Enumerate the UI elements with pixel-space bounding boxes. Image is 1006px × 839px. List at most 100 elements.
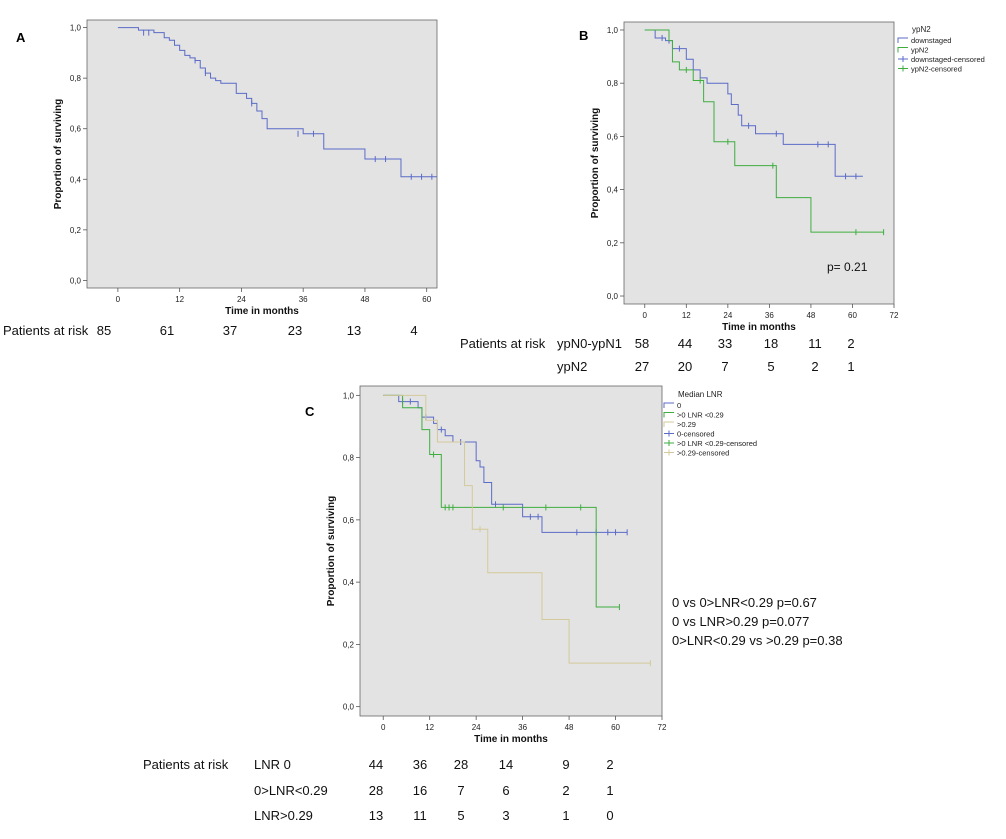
x-axis-title: Time in months [225, 306, 299, 317]
risk-count: 7 [721, 359, 728, 374]
panel-label: A [16, 30, 26, 45]
x-axis-title: Time in months [722, 322, 796, 333]
risk-count: 1 [847, 359, 854, 374]
x-tick-label: 24 [723, 311, 732, 320]
y-tick-label: 0,4 [343, 578, 355, 587]
y-tick-label: 0,4 [607, 186, 619, 195]
risk-count: 13 [369, 808, 383, 823]
risk-count: 61 [160, 323, 174, 338]
risk-row-name: ypN2 [557, 359, 587, 374]
risk-count: 5 [457, 808, 464, 823]
legend-entry: downstaged-censored [911, 55, 985, 64]
legend-entry: >0.29 [677, 420, 696, 429]
y-tick-label: 0,0 [70, 276, 82, 285]
risk-table-label: Patients at risk [3, 323, 89, 338]
x-tick-label: 48 [565, 723, 574, 732]
y-tick-label: 0,0 [607, 292, 619, 301]
risk-count: 28 [454, 757, 468, 772]
legend-swatch [663, 421, 674, 427]
y-tick-label: 1,0 [70, 24, 82, 33]
x-tick-label: 36 [299, 295, 308, 304]
plot-area [623, 21, 895, 305]
legend-swatch [663, 402, 674, 408]
x-tick-label: 12 [682, 311, 691, 320]
risk-count: 16 [413, 783, 427, 798]
risk-count: 4 [410, 323, 417, 338]
risk-count: 23 [288, 323, 302, 338]
legend-swatch [897, 47, 908, 53]
y-tick-label: 0,0 [343, 703, 355, 712]
x-tick-label: 48 [360, 295, 369, 304]
x-tick-label: 0 [116, 295, 121, 304]
risk-count: 5 [767, 359, 774, 374]
y-tick-label: 1,0 [607, 26, 619, 35]
y-axis-title: Proportion of surviving [590, 108, 601, 219]
risk-count: 33 [718, 336, 732, 351]
risk-count: 85 [97, 323, 111, 338]
p-value-annotation: p= 0.21 [827, 260, 868, 274]
legend-entry: >0 LNR <0.29-censored [677, 439, 757, 448]
comparison-annotation: 0>LNR<0.29 vs >0.29 p=0.38 [672, 633, 843, 648]
y-tick-label: 0,8 [343, 454, 355, 463]
legend-swatch [897, 37, 908, 43]
legend-title: ypN2 [912, 25, 931, 34]
legend-entry: 0-censored [677, 430, 715, 439]
km-curve-1 [383, 394, 620, 608]
legend-entry: downstaged [911, 36, 951, 45]
y-tick-label: 0,2 [343, 640, 355, 649]
panel-a: A 0,0 0,2 0,4 0,6 0,8 1,0 0 12 24 36 48 60 Time in mo… [3, 19, 438, 338]
y-tick-label: 1,0 [343, 391, 355, 400]
x-tick-label: 0 [643, 311, 648, 320]
risk-table-label: Patients at risk [143, 757, 229, 772]
y-tick-label: 0,6 [70, 125, 82, 134]
risk-count: 9 [562, 757, 569, 772]
x-tick-label: 72 [658, 723, 667, 732]
risk-count: 1 [606, 783, 613, 798]
legend-entry: ypN2 [911, 46, 929, 55]
y-tick-label: 0,6 [607, 132, 619, 141]
y-tick-label: 0,8 [70, 74, 82, 83]
risk-count: 7 [457, 783, 464, 798]
risk-count: 1 [562, 808, 569, 823]
risk-count: 6 [502, 783, 509, 798]
risk-count: 44 [369, 757, 383, 772]
panel-label: B [579, 28, 588, 43]
legend-entry: >0 LNR <0.29 [677, 411, 724, 420]
risk-count: 18 [764, 336, 778, 351]
risk-table-label: Patients at risk [460, 336, 546, 351]
risk-row-name: LNR>0.29 [254, 808, 313, 823]
x-axis-title: Time in months [474, 734, 548, 745]
risk-row-name: ypN0-ypN1 [557, 336, 622, 351]
x-tick-label: 60 [848, 311, 857, 320]
risk-count: 37 [223, 323, 237, 338]
risk-count: 2 [606, 757, 613, 772]
plot-area [359, 385, 663, 717]
risk-count: 0 [606, 808, 613, 823]
plot-area [86, 19, 438, 289]
km-curve-1 [644, 29, 884, 233]
y-tick-label: 0,4 [70, 175, 82, 184]
x-tick-label: 36 [765, 311, 774, 320]
x-tick-label: 24 [472, 723, 481, 732]
y-tick-label: 0,2 [607, 239, 619, 248]
x-tick-label: 36 [518, 723, 527, 732]
risk-count: 11 [413, 808, 427, 823]
y-axis-title: Proportion of surviving [326, 496, 337, 607]
comparison-annotation: 0 vs LNR>0.29 p=0.077 [672, 614, 809, 629]
risk-row-name: LNR 0 [254, 757, 291, 772]
risk-row-name: 0>LNR<0.29 [254, 783, 328, 798]
km-curve-2 [383, 394, 651, 664]
risk-count: 44 [678, 336, 692, 351]
x-tick-label: 24 [237, 295, 246, 304]
risk-count: 3 [502, 808, 509, 823]
y-tick-label: 0,2 [70, 226, 82, 235]
x-tick-label: 12 [175, 295, 184, 304]
x-tick-label: 60 [611, 723, 620, 732]
legend-entry: ypN2-censored [911, 65, 962, 74]
x-tick-label: 0 [381, 723, 386, 732]
risk-count: 2 [811, 359, 818, 374]
risk-count: 27 [635, 359, 649, 374]
legend-title: Median LNR [678, 390, 723, 399]
